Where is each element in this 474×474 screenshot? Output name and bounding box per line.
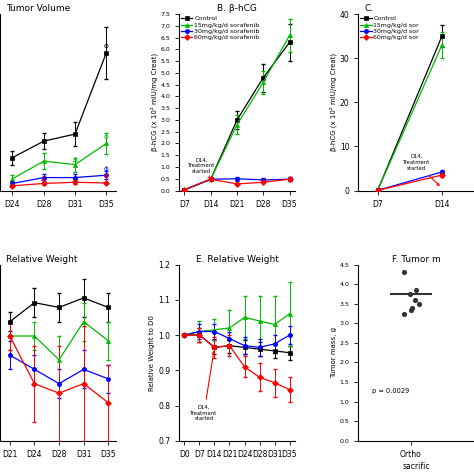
Point bbox=[415, 300, 423, 308]
Text: ϕ: ϕ bbox=[104, 134, 109, 140]
Text: Relative Weight: Relative Weight bbox=[6, 255, 77, 264]
Title: F. Tumor m: F. Tumor m bbox=[392, 255, 440, 264]
Point bbox=[411, 296, 419, 303]
Y-axis label: β-hCG (x 10² mIU/mg Creat): β-hCG (x 10² mIU/mg Creat) bbox=[150, 53, 157, 151]
Text: Δ: Δ bbox=[41, 176, 46, 182]
Text: Δ: Δ bbox=[73, 157, 77, 164]
Text: ϕ: ϕ bbox=[104, 44, 109, 49]
Point bbox=[400, 310, 408, 317]
Y-axis label: Tumor mass, g: Tumor mass, g bbox=[331, 327, 337, 378]
Y-axis label: β-hCG (x 10² mIU/mg Creat): β-hCG (x 10² mIU/mg Creat) bbox=[329, 53, 337, 151]
Text: ϕ: ϕ bbox=[104, 173, 109, 180]
Y-axis label: Relative Weight to D0: Relative Weight to D0 bbox=[149, 315, 155, 391]
Legend: Control, 15mg/kg/d sorafenib, 30mg/kg/d sorafenib, 60mg/kg/d sorafenib: Control, 15mg/kg/d sorafenib, 30mg/kg/d … bbox=[181, 16, 260, 41]
Point bbox=[407, 306, 415, 313]
Text: ϕ: ϕ bbox=[104, 166, 109, 172]
Text: Tumor Volume: Tumor Volume bbox=[6, 4, 70, 13]
Point bbox=[406, 290, 414, 298]
Point bbox=[408, 304, 415, 311]
Title: E. Relative Weight: E. Relative Weight bbox=[196, 255, 278, 264]
Text: D14,
Treatment
started: D14, Treatment started bbox=[402, 154, 439, 185]
Text: sacrific: sacrific bbox=[402, 462, 430, 471]
Point bbox=[400, 269, 408, 276]
Text: C.: C. bbox=[364, 4, 374, 13]
Text: D14,
Treatment
started: D14, Treatment started bbox=[188, 157, 215, 179]
Title: B. β-hCG: B. β-hCG bbox=[217, 4, 257, 13]
Point bbox=[412, 286, 419, 294]
Text: D14,
Treatment
started: D14, Treatment started bbox=[191, 351, 218, 421]
Legend: Control, 15mg/kg/d sor, 30mg/kg/d sor, 60mg/kg/d sor: Control, 15mg/kg/d sor, 30mg/kg/d sor, 6… bbox=[360, 16, 420, 41]
Text: p = 0.0029: p = 0.0029 bbox=[372, 389, 410, 394]
